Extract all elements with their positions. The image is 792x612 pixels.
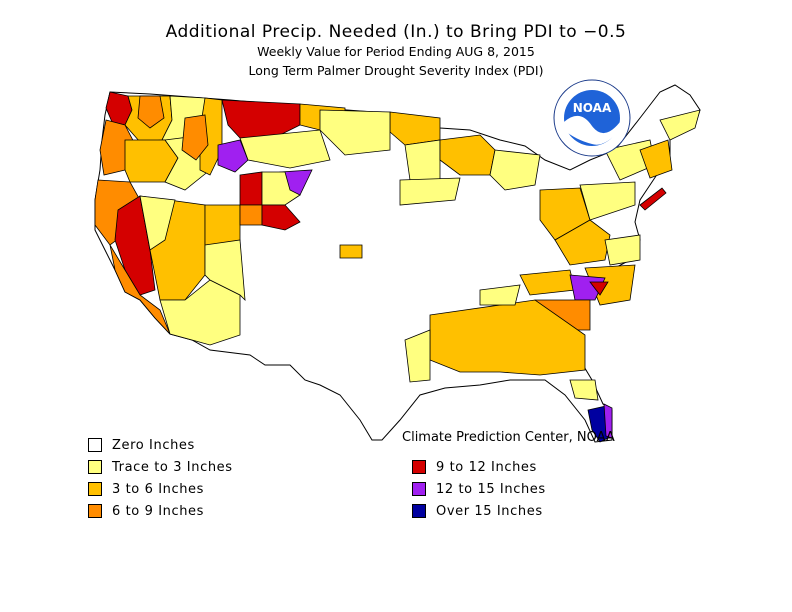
legend-label-12to15: 12 to 15 Inches: [436, 481, 546, 497]
legend-swatch-12to15: [412, 482, 426, 496]
region-nc-mountains-12to15: [569, 274, 606, 301]
region-ne-coast-3to6: [639, 139, 673, 179]
region-mi-trace: [489, 149, 541, 191]
region-ms-la-trace: [404, 329, 431, 383]
region-mt-central-trace: [239, 129, 331, 169]
region-fl-east-12to15: [603, 403, 613, 439]
region-ut-northeast-6to9: [239, 204, 263, 226]
legend-item-12to15: 12 to 15 Inches: [412, 481, 546, 497]
region-nm-west-trace: [204, 239, 246, 302]
legend-label-6to9: 6 to 9 Inches: [112, 503, 205, 519]
legend-label-9to12: 9 to 12 Inches: [436, 459, 537, 475]
region-mt-southwest-12to15: [217, 139, 249, 173]
region-ky-trace: [479, 284, 521, 306]
noaa-logo-icon: NOAA: [553, 79, 631, 157]
region-ne-upper-trace: [659, 109, 701, 141]
legend-swatch-zero: [88, 438, 102, 452]
region-id-panhandle-6to9: [181, 114, 209, 161]
region-ia-trace: [399, 177, 461, 206]
legend-item-9to12: 9 to 12 Inches: [412, 459, 537, 475]
region-ut-north-9to12: [261, 204, 301, 231]
legend-label-over15: Over 15 Inches: [436, 503, 543, 519]
legend-label-zero: Zero Inches: [112, 437, 195, 453]
region-ks-3to6: [339, 244, 363, 259]
region-south-gulf-3to6: [429, 299, 586, 376]
map-subtitle-period: Weekly Value for Period Ending AUG 8, 20…: [257, 44, 535, 59]
legend-swatch-9to12: [412, 460, 426, 474]
legend-item-over15: Over 15 Inches: [412, 503, 543, 519]
region-va-trace: [604, 234, 641, 266]
legend-item-zero: Zero Inches: [88, 437, 195, 453]
legend-item-trace: Trace to 3 Inches: [88, 459, 233, 475]
legend-item-6to9: 6 to 9 Inches: [88, 503, 204, 519]
legend-label-3to6: 3 to 6 Inches: [112, 481, 205, 497]
region-mn-central-trace: [404, 139, 441, 181]
noaa-logo-text: NOAA: [573, 101, 612, 115]
region-az-trace: [159, 279, 241, 346]
region-nd-trace: [319, 109, 391, 156]
region-wa-interior-6to9: [137, 95, 165, 129]
region-nv-east-trace: [139, 195, 176, 251]
region-pa-trace: [579, 181, 636, 221]
legend-label-trace: Trace to 3 Inches: [112, 459, 233, 475]
region-wy-west-9to12: [239, 171, 263, 206]
map-title: Additional Precip. Needed (In.) to Bring…: [165, 22, 627, 42]
legend-swatch-3to6: [88, 482, 102, 496]
region-ca-south-6to9: [109, 244, 171, 335]
map-subtitle-index: Long Term Palmer Drought Severity Index …: [248, 63, 544, 78]
region-fl-north-trace: [569, 379, 599, 401]
region-nc-9to12: [589, 281, 609, 296]
legend-swatch-6to9: [88, 504, 102, 518]
region-long-island-9to12: [639, 187, 667, 211]
legend-item-3to6: 3 to 6 Inches: [88, 481, 204, 497]
credit-text: Climate Prediction Center, NOAA: [402, 430, 615, 445]
legend-swatch-trace: [88, 460, 102, 474]
legend-swatch-over15: [412, 504, 426, 518]
